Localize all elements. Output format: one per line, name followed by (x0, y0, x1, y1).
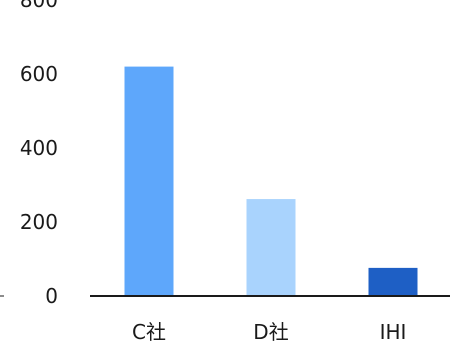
y-tick-label: 400 (20, 136, 58, 160)
y-tick-label: 200 (20, 210, 58, 234)
y-axis-ticks: 0 200 400 600 800 (20, 0, 58, 308)
bars (124, 66, 418, 296)
x-category-label: IHI (380, 320, 407, 344)
y-tick-label: 600 (20, 62, 58, 86)
bar (368, 267, 418, 296)
bar (124, 66, 174, 296)
x-category-label: D社 (253, 320, 288, 344)
x-category-label: C社 (132, 320, 166, 344)
x-axis-labels: C社 D社 IHI (132, 320, 406, 344)
bar (246, 199, 296, 296)
y-tick-label: 0 (45, 284, 58, 308)
y-tick-label: 800 (20, 0, 58, 12)
